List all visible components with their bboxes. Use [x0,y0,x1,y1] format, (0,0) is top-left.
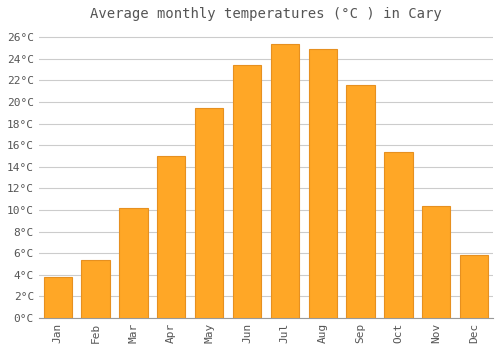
Bar [157,156,186,318]
Bar [384,152,412,318]
Bar [82,260,110,318]
Bar [44,277,72,318]
Bar [422,205,450,318]
Bar [195,108,224,318]
Bar [119,208,148,318]
Title: Average monthly temperatures (°C ) in Cary: Average monthly temperatures (°C ) in Ca… [90,7,442,21]
Bar [346,85,375,318]
Bar [308,49,337,318]
Bar [270,43,299,318]
Bar [233,65,261,318]
Bar [460,255,488,318]
